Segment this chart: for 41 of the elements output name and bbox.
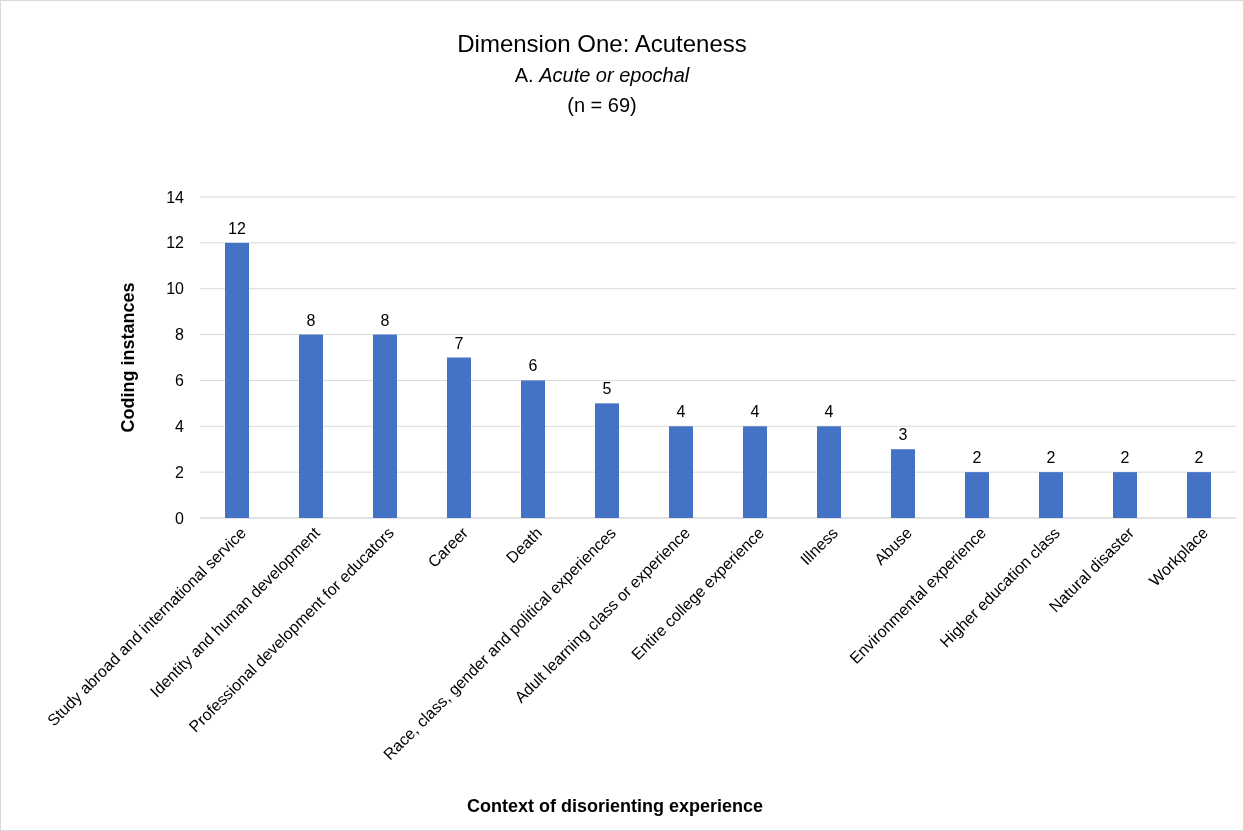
data-label: 2 [1046,449,1056,467]
data-label: 4 [750,403,760,421]
bar [965,472,989,518]
bar [891,449,915,518]
chart-subtitle: A. Acute or epochal [514,64,690,86]
bar [447,357,471,518]
x-axis-title: Context of disorienting experience [466,796,764,816]
y-tick-label: 8 [175,326,185,344]
y-tick-label: 10 [166,280,185,298]
chart-title: Dimension One: Acuteness [457,30,747,57]
y-axis-title: Coding instances [118,282,138,433]
bar [817,426,841,518]
data-label: 8 [380,311,390,329]
bar [1039,472,1063,518]
y-tick-label: 6 [175,372,185,390]
data-label: 5 [602,380,612,398]
data-label: 4 [824,403,834,421]
bar [1187,472,1211,518]
data-label: 2 [1120,449,1130,467]
y-tick-label: 0 [175,509,185,527]
data-label: 7 [454,334,464,352]
bar [595,403,619,518]
data-label: 2 [972,449,982,467]
data-label: 4 [676,403,686,421]
bar [373,334,397,518]
bar [299,334,323,518]
y-tick-label: 12 [166,234,185,252]
bar [521,380,545,518]
y-tick-label: 2 [175,463,185,481]
data-label: 12 [228,219,246,237]
y-tick-label: 14 [166,188,185,206]
data-label: 3 [898,426,908,444]
data-label: 6 [528,357,538,375]
text: (n = 69) [567,94,637,116]
bar [743,426,767,518]
bar [669,426,693,518]
bar [1113,472,1137,518]
data-label: 8 [306,311,316,329]
data-label: 2 [1194,449,1204,467]
y-tick-label: 4 [175,417,185,435]
bar [225,242,249,518]
